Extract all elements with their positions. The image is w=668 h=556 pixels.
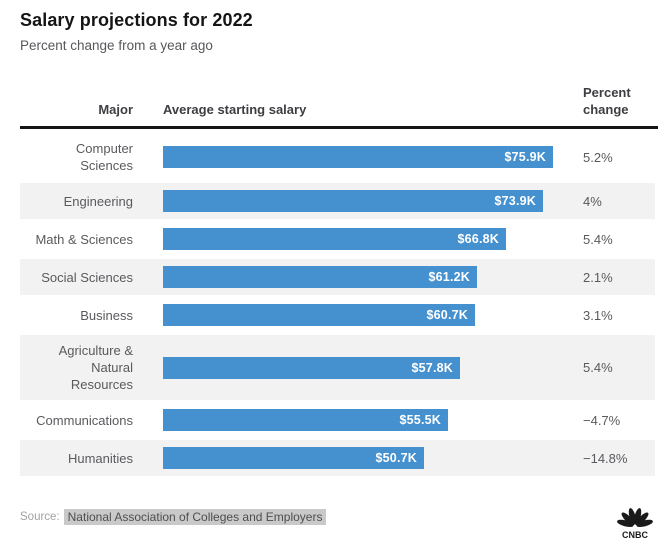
- table-row: Communications $55.5K −4.7%: [20, 402, 655, 438]
- salary-value-label: $60.7K: [426, 308, 468, 322]
- salary-bar: $73.9K: [163, 190, 543, 212]
- table-row: Social Sciences $61.2K 2.1%: [20, 259, 655, 295]
- salary-bar: $66.8K: [163, 228, 506, 250]
- salary-value-label: $73.9K: [494, 194, 536, 208]
- salary-value-label: $66.8K: [457, 232, 499, 246]
- percent-change-value: 3.1%: [583, 307, 613, 323]
- salary-bar: $75.9K: [163, 146, 553, 168]
- salary-bar-track: $50.7K: [163, 447, 583, 469]
- row-major-label: Communications: [36, 412, 133, 428]
- row-major-label: Social Sciences: [41, 269, 133, 285]
- source-name: National Association of Colleges and Emp…: [63, 509, 327, 525]
- page-subtitle: Percent change from a year ago: [20, 38, 213, 53]
- percent-change-value: −4.7%: [583, 412, 621, 428]
- cnbc-logo: CNBC: [616, 505, 654, 546]
- row-major-label: Computer Sciences: [75, 141, 133, 173]
- salary-bar-track: $55.5K: [163, 409, 583, 431]
- table-row: Computer Sciences $75.9K 5.2%: [20, 133, 655, 181]
- cnbc-logo-text: CNBC: [622, 530, 648, 540]
- salary-bar: $61.2K: [163, 266, 477, 288]
- row-major-label: Agriculture & Natural Resources: [58, 343, 133, 392]
- salary-bar-track: $73.9K: [163, 190, 583, 212]
- page-title: Salary projections for 2022: [20, 10, 253, 30]
- salary-bar: $55.5K: [163, 409, 448, 431]
- row-major-label: Math & Sciences: [35, 231, 133, 247]
- source-prefix: Source:: [20, 511, 60, 523]
- rows: Computer Sciences $75.9K 5.2% Engineering $7…: [20, 133, 655, 476]
- row-major-label: Engineering: [63, 193, 133, 209]
- table-row: Agriculture & Natural Resources $57.8K 5.4…: [20, 335, 655, 400]
- salary-value-label: $61.2K: [428, 270, 470, 284]
- salary-bar-track: $66.8K: [163, 228, 583, 250]
- table-header: Major Average starting salary Percent ch…: [20, 84, 655, 118]
- row-major-label: Business: [80, 307, 133, 323]
- source-line: Source: National Association of Colleges…: [20, 509, 655, 525]
- percent-change-value: 4%: [583, 193, 602, 209]
- percent-change-value: 5.4%: [583, 360, 613, 375]
- salary-bar: $60.7K: [163, 304, 475, 326]
- salary-value-label: $50.7K: [375, 451, 417, 465]
- salary-bar-track: $75.9K: [163, 146, 583, 168]
- row-major-label: Humanities: [67, 450, 133, 466]
- salary-bar-track: $57.8K: [163, 356, 583, 379]
- salary-value-label: $57.8K: [411, 360, 453, 375]
- table-row: Humanities $50.7K −14.8%: [20, 440, 655, 476]
- peacock-icon: CNBC: [617, 508, 653, 540]
- percent-change-value: 5.4%: [583, 231, 613, 247]
- salary-bar: $50.7K: [163, 447, 424, 469]
- salary-value-label: $55.5K: [399, 413, 441, 427]
- percent-change-value: −14.8%: [583, 450, 628, 466]
- salary-bar-track: $61.2K: [163, 266, 583, 288]
- header-divider: [20, 126, 658, 129]
- table-row: Business $60.7K 3.1%: [20, 297, 655, 333]
- percent-change-value: 2.1%: [583, 269, 613, 285]
- salary-bar-track: $60.7K: [163, 304, 583, 326]
- table-row: Math & Sciences $66.8K 5.4%: [20, 221, 655, 257]
- percent-change-value: 5.2%: [583, 149, 613, 165]
- salary-bar: $57.8K: [163, 356, 460, 379]
- column-header-percent: Percent change: [583, 85, 631, 117]
- table-row: Engineering $73.9K 4%: [20, 183, 655, 219]
- salary-value-label: $75.9K: [504, 150, 546, 164]
- column-header-salary: Average starting salary: [163, 102, 307, 117]
- column-header-major: Major: [98, 102, 133, 117]
